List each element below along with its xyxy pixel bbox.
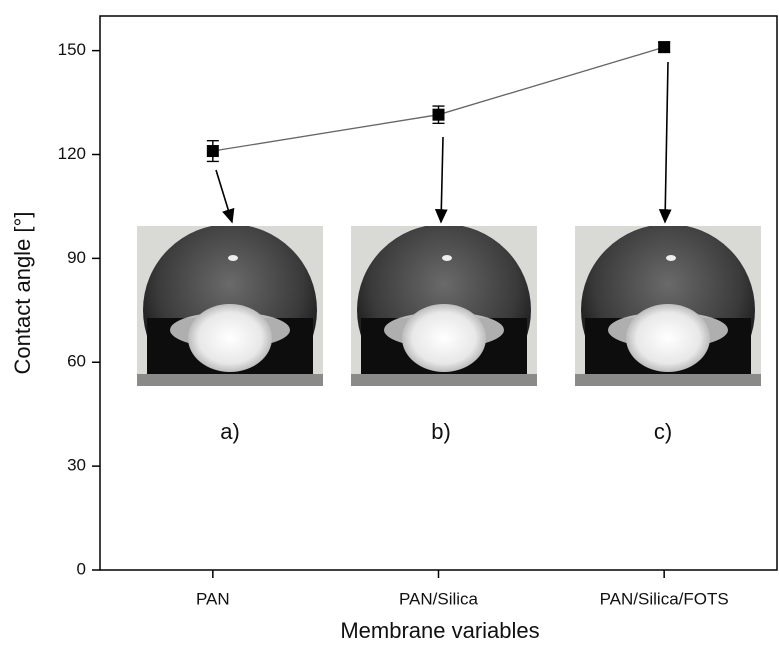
droplet-image — [137, 224, 323, 396]
arrow — [216, 170, 232, 222]
annotation: b) — [431, 419, 451, 444]
y-tick-label: 120 — [58, 144, 86, 163]
annotation: c) — [654, 419, 672, 444]
y-tick-label: 90 — [67, 248, 86, 267]
y-tick-label: 60 — [67, 352, 86, 371]
y-axis-title: Contact angle [°] — [10, 212, 35, 375]
arrow — [665, 62, 668, 222]
chart: a) b) c) Membrane variables Contact angl… — [0, 0, 779, 651]
y-tick-label: 150 — [58, 40, 86, 59]
x-tick-label: PAN/Silica/FOTS — [600, 589, 729, 608]
point-marker — [658, 41, 670, 53]
x-axis-title: Membrane variables — [340, 618, 539, 643]
point-marker — [207, 145, 219, 157]
inset-images — [137, 224, 761, 396]
y-tick-label: 30 — [67, 456, 86, 475]
droplet-image — [575, 224, 761, 396]
series-line — [213, 47, 664, 151]
arrow — [441, 137, 443, 222]
y-tick-label: 0 — [77, 559, 86, 578]
droplet-image — [351, 224, 537, 396]
annotation: a) — [220, 419, 240, 444]
arrows — [216, 62, 668, 222]
point-marker — [433, 109, 445, 121]
x-tick-label: PAN/Silica — [399, 589, 479, 608]
x-tick-label: PAN — [196, 589, 230, 608]
